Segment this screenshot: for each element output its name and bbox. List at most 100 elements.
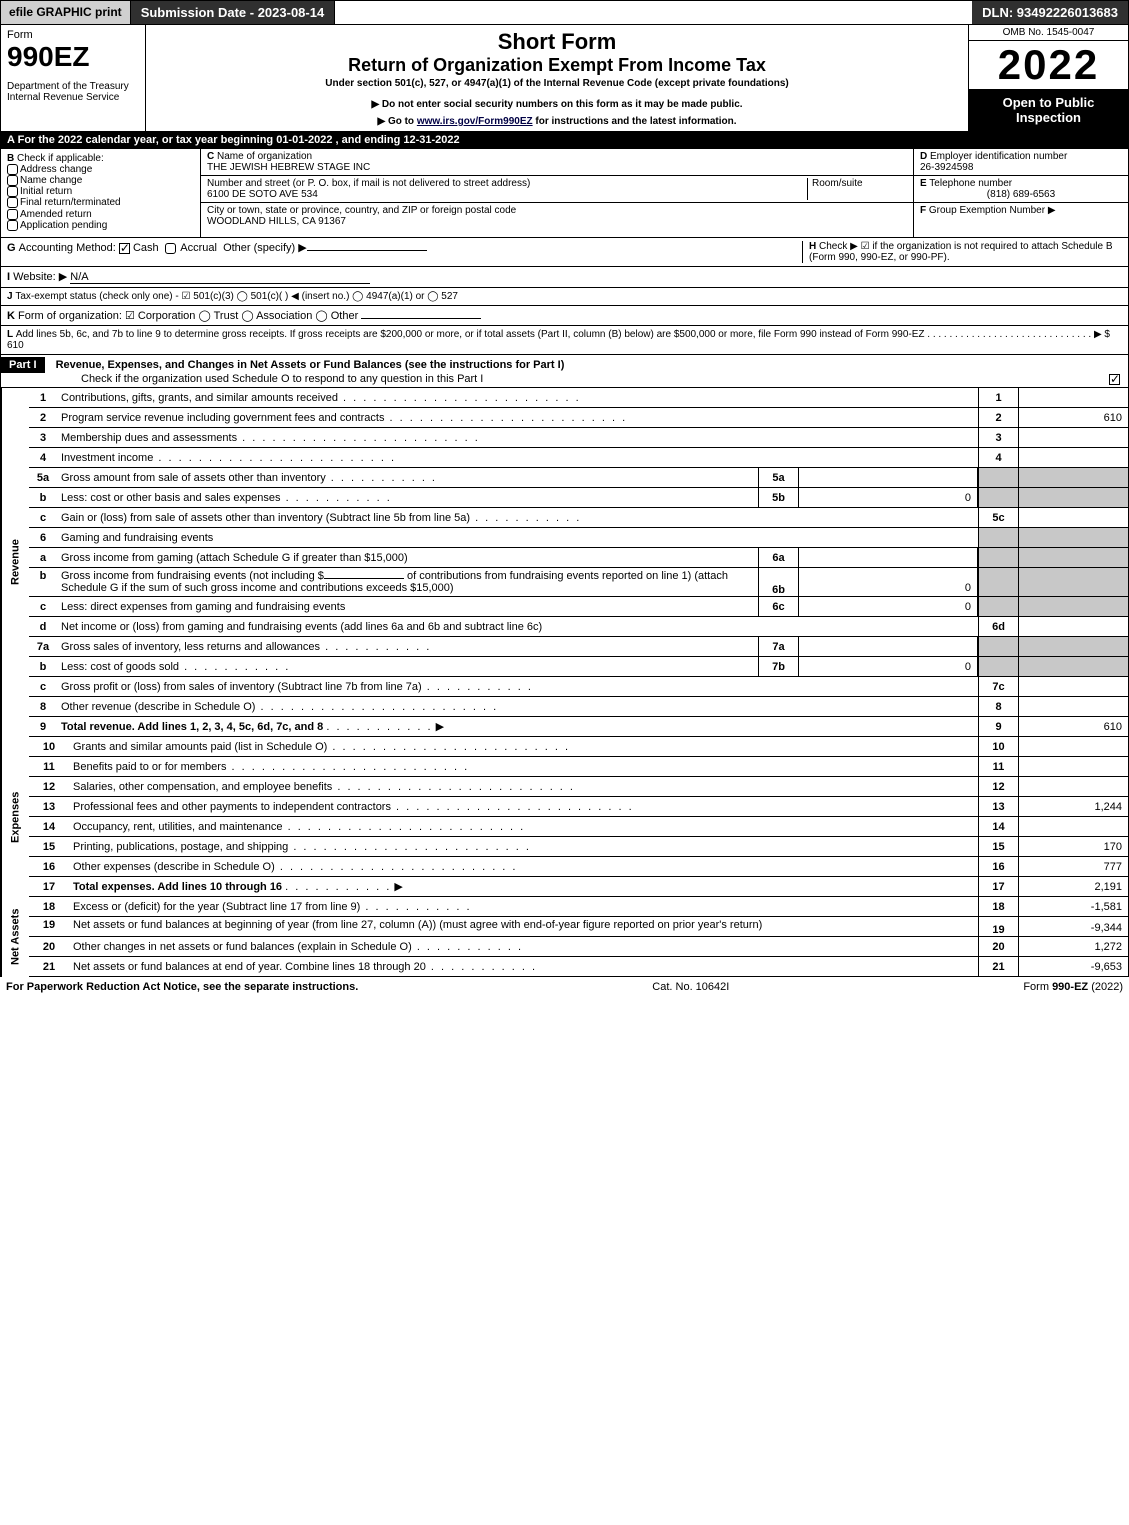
c-city-lbl: City or town, state or province, country…	[207, 205, 516, 216]
l4-desc: Investment income	[57, 450, 978, 466]
i-lbl: Website: ▶	[13, 271, 67, 283]
sub3-post: for instructions and the latest informat…	[533, 116, 737, 127]
l6b-input[interactable]	[324, 578, 404, 579]
org-city: WOODLAND HILLS, CA 91367	[207, 216, 346, 227]
l11-val	[1018, 757, 1128, 776]
revenue-sidebar: Revenue	[1, 388, 29, 737]
title-return: Return of Organization Exempt From Incom…	[150, 55, 964, 76]
l7a-desc: Gross sales of inventory, less returns a…	[57, 639, 758, 655]
chk-accrual[interactable]	[165, 243, 176, 254]
l6a-desc: Gross income from gaming (attach Schedul…	[57, 550, 758, 566]
netassets-sidebar: Net Assets	[1, 897, 29, 977]
chk-final-return[interactable]	[7, 197, 18, 208]
l17-desc: Total expenses. Add lines 10 through 16 …	[69, 878, 978, 895]
efile-btn[interactable]: efile GRAPHIC print	[1, 1, 131, 24]
l-text: Add lines 5b, 6c, and 7b to line 9 to de…	[7, 329, 1110, 351]
expenses-sidebar: Expenses	[1, 737, 29, 897]
netassets-block: Net Assets 18Excess or (deficit) for the…	[0, 897, 1129, 977]
opt-2: Initial return	[20, 186, 72, 197]
row-a: A For the 2022 calendar year, or tax yea…	[0, 132, 1129, 149]
org-addr: 6100 DE SOTO AVE 534	[207, 189, 318, 200]
l5b-desc: Less: cost or other basis and sales expe…	[57, 490, 758, 506]
form-label: Form	[7, 29, 139, 41]
l6c-mv: 0	[798, 597, 978, 616]
phone: (818) 689-6563	[920, 189, 1122, 200]
g-lbl: Accounting Method:	[19, 242, 116, 254]
k-other-input[interactable]	[361, 318, 481, 319]
chk-name-change[interactable]	[7, 175, 18, 186]
l7c-val	[1018, 677, 1128, 696]
subtitle-2: ▶ Do not enter social security numbers o…	[150, 99, 964, 110]
e-lbl: Telephone number	[929, 178, 1012, 189]
opt-4: Amended return	[20, 209, 92, 220]
g-other-input[interactable]	[307, 250, 427, 251]
footer-center: Cat. No. 10642I	[652, 981, 729, 993]
l12-val	[1018, 777, 1128, 796]
l5b-mv: 0	[798, 488, 978, 507]
irs-link[interactable]: www.irs.gov/Form990EZ	[417, 116, 533, 127]
l4-val	[1018, 448, 1128, 467]
l6b-mv: 0	[798, 568, 978, 596]
l16-desc: Other expenses (describe in Schedule O)	[69, 859, 978, 875]
open-inspection: Open to Public Inspection	[969, 89, 1128, 131]
l6a-mv	[798, 548, 978, 567]
spacer	[335, 1, 972, 24]
dln: DLN: 93492226013683	[972, 1, 1128, 24]
l5c-val	[1018, 508, 1128, 527]
chk-schedule-o[interactable]	[1109, 374, 1120, 385]
g-row: G Accounting Method: Cash Accrual Other …	[7, 241, 802, 263]
omb: OMB No. 1545-0047	[969, 25, 1128, 41]
section-c: C Name of organization THE JEWISH HEBREW…	[201, 149, 913, 237]
l15-val: 170	[1018, 837, 1128, 856]
l14-desc: Occupancy, rent, utilities, and maintena…	[69, 819, 978, 835]
l5c-desc: Gain or (loss) from sale of assets other…	[57, 510, 978, 526]
c-name-row: C Name of organization THE JEWISH HEBREW…	[201, 149, 913, 176]
l10-desc: Grants and similar amounts paid (list in…	[69, 739, 978, 755]
d-lbl: Employer identification number	[930, 151, 1067, 162]
chk-amended-return[interactable]	[7, 209, 18, 220]
h-row: H Check ▶ ☑ if the organization is not r…	[802, 241, 1122, 263]
revenue-block: Revenue 1Contributions, gifts, grants, a…	[0, 388, 1129, 737]
bcdef-grid: B Check if applicable: Address change Na…	[0, 149, 1129, 238]
l21-val: -9,653	[1018, 957, 1128, 976]
l8-desc: Other revenue (describe in Schedule O)	[57, 699, 978, 715]
l9-val: 610	[1018, 717, 1128, 736]
l7b-desc: Less: cost of goods sold	[57, 659, 758, 675]
chk-address-change[interactable]	[7, 164, 18, 175]
opt-0: Address change	[20, 164, 92, 175]
l1-desc: Contributions, gifts, grants, and simila…	[57, 390, 978, 406]
chk-application-pending[interactable]	[7, 220, 18, 231]
part1-header: Part I Revenue, Expenses, and Changes in…	[0, 355, 1129, 388]
l7b-mv: 0	[798, 657, 978, 676]
l6b-pre: Gross income from fundraising events (no…	[61, 570, 324, 582]
d-row: D Employer identification number 26-3924…	[914, 149, 1128, 176]
l20-desc: Other changes in net assets or fund bala…	[69, 939, 978, 955]
subtitle-3: ▶ Go to www.irs.gov/Form990EZ for instru…	[150, 116, 964, 127]
part1-check: Check if the organization used Schedule …	[1, 373, 483, 385]
g-cash: Cash	[133, 242, 159, 254]
l5a-mv	[798, 468, 978, 487]
l21-desc: Net assets or fund balances at end of ye…	[69, 959, 978, 975]
part1-title: Revenue, Expenses, and Changes in Net As…	[56, 359, 565, 371]
l13-val: 1,244	[1018, 797, 1128, 816]
l2-desc: Program service revenue including govern…	[57, 410, 978, 426]
l11-desc: Benefits paid to or for members	[69, 759, 978, 775]
chk-initial-return[interactable]	[7, 186, 18, 197]
org-name: THE JEWISH HEBREW STAGE INC	[207, 162, 370, 173]
chk-cash[interactable]	[119, 243, 130, 254]
tax-year: 2022	[969, 41, 1128, 89]
h-text: Check ▶ ☑ if the organization is not req…	[809, 241, 1113, 263]
l7c-desc: Gross profit or (loss) from sales of inv…	[57, 679, 978, 695]
f-row: F Group Exemption Number ▶	[914, 203, 1128, 237]
j-row: J Tax-exempt status (check only one) - ☑…	[0, 288, 1129, 306]
j-text: Tax-exempt status (check only one) - ☑ 5…	[15, 291, 458, 302]
form-header: Form 990EZ Department of the Treasury In…	[0, 25, 1129, 132]
c-addr-lbl: Number and street (or P. O. box, if mail…	[207, 178, 530, 189]
footer-left: For Paperwork Reduction Act Notice, see …	[6, 981, 358, 993]
l-row: L Add lines 5b, 6c, and 7b to line 9 to …	[0, 326, 1129, 355]
l12-desc: Salaries, other compensation, and employ…	[69, 779, 978, 795]
header-left: Form 990EZ Department of the Treasury In…	[1, 25, 146, 131]
l6d-val	[1018, 617, 1128, 636]
l16-val: 777	[1018, 857, 1128, 876]
dept: Department of the Treasury Internal Reve…	[7, 81, 139, 103]
